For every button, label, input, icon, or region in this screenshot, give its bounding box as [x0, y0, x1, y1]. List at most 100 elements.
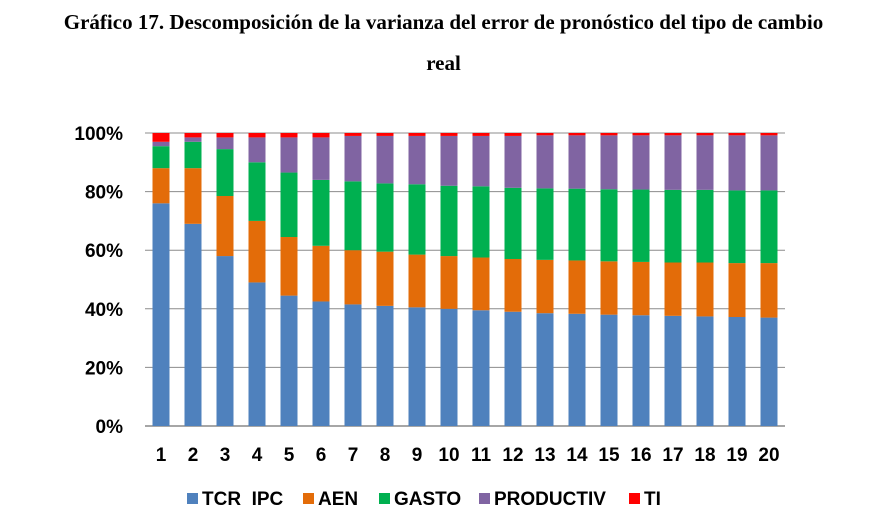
- bar-segment-aen: [568, 260, 586, 314]
- bar-segment-ti: [184, 133, 202, 138]
- bar-segment-aen: [760, 263, 778, 318]
- bar-segment-tcr-ipc: [728, 317, 746, 426]
- y-tick-label: 80%: [85, 183, 123, 204]
- bar-segment-gasto: [184, 141, 202, 169]
- bar-segment-ti: [312, 133, 330, 138]
- bar-segment-gasto: [440, 185, 458, 257]
- bar-segment-gasto: [216, 149, 234, 196]
- bar-segment-ti: [600, 133, 618, 136]
- bar-segment-tcr-ipc: [536, 313, 554, 426]
- x-tick-label: 16: [630, 445, 651, 466]
- bar-segment-ti: [152, 133, 170, 142]
- chart-title-continued: real: [426, 51, 461, 75]
- bar-segment-aen: [408, 254, 426, 308]
- bar-segment-ti: [760, 133, 778, 136]
- bar-segment-ti: [632, 133, 650, 136]
- x-tick-label: 11: [471, 445, 492, 466]
- bar-segment-ti: [408, 133, 426, 136]
- bar-segment-ti: [216, 133, 234, 138]
- x-tick-label: 4: [252, 445, 263, 466]
- bar-segment-tcr-ipc: [376, 305, 394, 426]
- bar-segment-ti: [696, 133, 714, 136]
- bar-segment-ti: [280, 133, 298, 138]
- bar-segment-productiv: [280, 137, 298, 173]
- bar-segment-aen: [216, 195, 234, 257]
- bar-segment-ti: [376, 133, 394, 136]
- bar-segment-productiv: [568, 135, 586, 189]
- x-tick-label: 20: [758, 445, 779, 466]
- legend-label: TI: [644, 489, 661, 510]
- legend-swatch: [187, 493, 198, 504]
- bar-segment-gasto: [152, 146, 170, 169]
- bar-segment-aen: [280, 237, 298, 296]
- bar-segment-aen: [664, 262, 682, 316]
- bar-segment-productiv: [376, 135, 394, 184]
- y-axis-tick-labels: 0% 20% 40% 60% 80% 100%: [74, 124, 123, 438]
- x-tick-label: 2: [188, 445, 199, 466]
- bar-segment-tcr-ipc: [632, 315, 650, 426]
- bar-segment-tcr-ipc: [280, 295, 298, 426]
- bar-segment-productiv: [536, 135, 554, 189]
- legend-swatch: [379, 493, 390, 504]
- bar-segment-aen: [632, 261, 650, 316]
- y-tick-label: 0%: [96, 417, 124, 438]
- legend-label: AEN: [318, 489, 358, 510]
- bar-segment-tcr-ipc: [184, 223, 202, 426]
- x-tick-label: 3: [220, 445, 231, 466]
- x-tick-label: 13: [534, 445, 555, 466]
- x-tick-label: 1: [156, 445, 167, 466]
- bar-segment-productiv: [696, 135, 714, 190]
- bar-segment-gasto: [376, 183, 394, 252]
- bar-segment-productiv: [600, 135, 618, 190]
- chart-title: Gráfico 17. Descomposición de la varianz…: [63, 10, 824, 34]
- bar-segment-aen: [472, 257, 490, 311]
- bar-segment-tcr-ipc: [760, 317, 778, 426]
- bar-segment-gasto: [280, 172, 298, 238]
- x-tick-label: 17: [662, 445, 683, 466]
- legend-swatch: [303, 493, 314, 504]
- bar-segment-gasto: [504, 187, 522, 259]
- y-tick-label: 20%: [85, 358, 123, 379]
- x-axis-tick-labels: 1 2 3 4 5 6 7 8 9 10 11 12 13 14 15 16 17 18 19 20: [156, 445, 780, 466]
- bar-segment-aen: [600, 261, 618, 315]
- bar-segment-productiv: [408, 135, 426, 185]
- y-tick-label: 60%: [85, 241, 123, 262]
- bar-segment-productiv: [664, 135, 682, 190]
- x-tick-label: 14: [566, 445, 588, 466]
- x-tick-label: 12: [502, 445, 523, 466]
- x-tick-label: 7: [348, 445, 359, 466]
- bar-segment-productiv: [440, 135, 458, 186]
- x-tick-label: 5: [284, 445, 295, 466]
- bar-segment-aen: [248, 220, 266, 283]
- bar-segment-gasto: [344, 181, 362, 251]
- bar-segment-ti: [664, 133, 682, 136]
- bar-segment-tcr-ipc: [408, 307, 426, 426]
- bar-segment-gasto: [536, 188, 554, 260]
- bar-segment-tcr-ipc: [696, 316, 714, 426]
- bar-segment-productiv: [472, 135, 490, 187]
- bar-segment-aen: [376, 251, 394, 306]
- bar-segment-productiv: [760, 135, 778, 191]
- legend-label: TCR IPC: [202, 489, 284, 510]
- bar-segment-aen: [312, 245, 330, 302]
- x-tick-label: 19: [726, 445, 747, 466]
- bar-segment-productiv: [632, 135, 650, 190]
- bar-segment-tcr-ipc: [312, 301, 330, 426]
- bar-segment-tcr-ipc: [440, 308, 458, 426]
- x-tick-label: 10: [438, 445, 459, 466]
- bar-segment-ti: [568, 133, 586, 136]
- bar-series: [152, 133, 778, 426]
- bar-segment-gasto: [760, 190, 778, 264]
- x-tick-label: 15: [598, 445, 620, 466]
- bar-segment-tcr-ipc: [248, 282, 266, 426]
- bar-segment-ti: [440, 133, 458, 136]
- bar-segment-gasto: [696, 189, 714, 263]
- bar-segment-ti: [472, 133, 490, 136]
- bar-segment-gasto: [632, 189, 650, 262]
- legend: TCR IPC AEN GASTO PRODUCTIV TI: [187, 489, 661, 510]
- bar-segment-productiv: [248, 137, 266, 163]
- bar-segment-gasto: [248, 162, 266, 221]
- legend-swatch: [629, 493, 640, 504]
- legend-swatch: [479, 493, 490, 504]
- bar-segment-gasto: [600, 189, 618, 262]
